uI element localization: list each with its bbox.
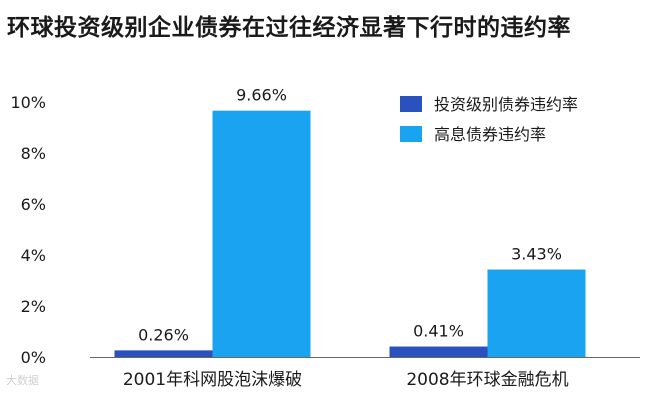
data-label: 0.26%	[138, 325, 189, 344]
y-axis: 0% 2% 4% 6% 8% 10%	[10, 93, 46, 367]
legend-label: 投资级别债券违约率	[434, 95, 578, 114]
bar	[212, 110, 311, 357]
data-label: 0.41%	[413, 322, 464, 341]
y-tick-label: 6%	[21, 195, 46, 214]
legend-swatch	[400, 126, 422, 142]
y-tick-label: 2%	[21, 297, 46, 316]
category-label: 2001年科网股泡沫爆破	[123, 370, 302, 390]
bar	[389, 346, 488, 357]
legend-swatch	[400, 96, 422, 112]
bars: 0.26% 9.66% 0.41% 3.43%	[114, 86, 586, 357]
bar	[487, 269, 586, 357]
watermark: 大数据	[6, 374, 39, 387]
chart-title: 环球投资级别企业债券在过往经济显著下行时的违约率	[7, 15, 571, 41]
category-label: 2008年环球金融危机	[406, 370, 568, 390]
data-label: 3.43%	[511, 245, 562, 264]
legend-label: 高息债券违约率	[434, 125, 546, 144]
data-label: 9.66%	[236, 86, 287, 105]
y-tick-label: 0%	[21, 348, 46, 367]
x-axis: 2001年科网股泡沫爆破 2008年环球金融危机	[123, 370, 569, 390]
y-tick-label: 8%	[21, 144, 46, 163]
y-tick-label: 4%	[21, 246, 46, 265]
bar	[114, 350, 213, 357]
y-tick-label: 10%	[10, 93, 46, 112]
